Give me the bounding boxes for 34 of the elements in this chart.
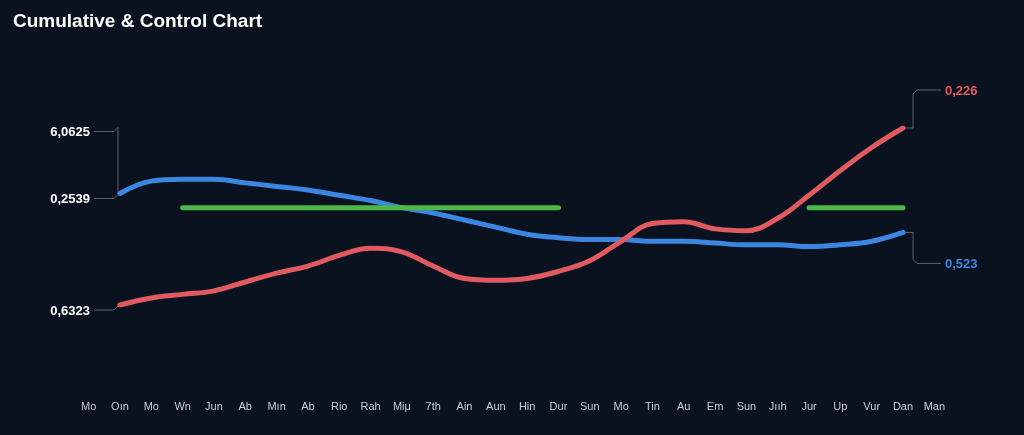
- x-tick-label: Mın: [267, 399, 286, 412]
- x-tick-label: Dur: [549, 399, 568, 412]
- annotation: 0,523: [945, 255, 978, 271]
- x-tick-label: Miμ: [392, 399, 411, 412]
- x-tick-label: Jun: [205, 399, 223, 412]
- x-tick-label: Dan: [892, 399, 914, 412]
- x-tick-label: Aun: [486, 399, 506, 412]
- x-tick-label: Ab: [301, 399, 315, 412]
- x-tick-label: Up: [833, 399, 848, 412]
- x-tick-label: 7th: [425, 399, 441, 412]
- x-tick-label: Mo: [143, 399, 159, 412]
- x-tick-label: Oın: [111, 399, 129, 412]
- x-tick-label: Wn: [174, 399, 191, 412]
- x-tick-label: Vur: [863, 399, 881, 412]
- x-tick-label: Au: [677, 399, 691, 412]
- annotation: 0,226: [945, 82, 978, 98]
- x-tick-label: Sun: [736, 399, 757, 412]
- x-tick-label: Tin: [645, 399, 660, 412]
- annotation: 0,2539: [50, 190, 90, 206]
- x-tick-label: Mo: [81, 399, 97, 412]
- chart-title: Cumulative & Control Chart: [13, 10, 263, 31]
- annotation: 6,0625: [50, 123, 90, 139]
- x-tick-label: Em: [706, 399, 724, 412]
- x-tick-label: Sun: [580, 399, 600, 412]
- x-tick-label: Ain: [456, 399, 473, 412]
- x-tick-label: Ab: [238, 399, 252, 412]
- x-tick-label: Hin: [518, 399, 536, 412]
- x-tick-label: Mo: [613, 399, 629, 412]
- x-tick-label: Jııh: [768, 399, 787, 412]
- annotation: 0,6323: [50, 302, 90, 318]
- x-tick-label: Rio: [330, 399, 348, 412]
- x-tick-label: Rah: [360, 399, 381, 412]
- x-tick-label: Man: [923, 399, 946, 412]
- x-tick-label: Jur: [801, 399, 818, 412]
